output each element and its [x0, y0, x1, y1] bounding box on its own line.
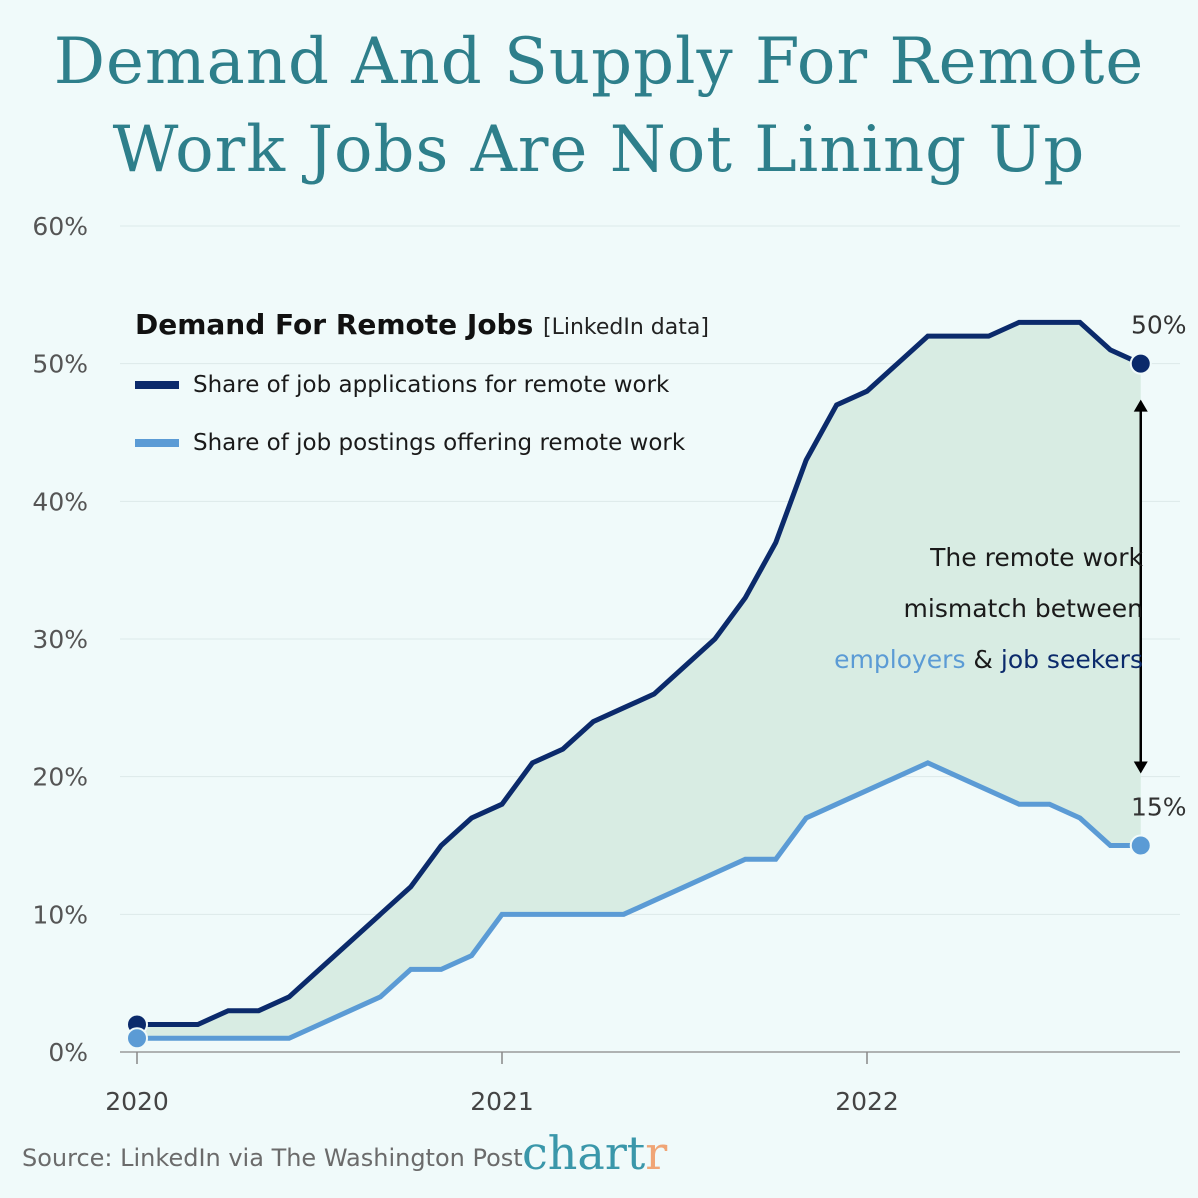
annotation-employers: employers	[834, 645, 966, 674]
series-line-postings	[137, 760, 1141, 1041]
y-tick-label: 50%	[32, 350, 88, 379]
legend-label: Share of job applications for remote wor…	[193, 372, 670, 398]
legend-title-text: Demand For Remote Jobs	[135, 308, 534, 341]
chartr-logo: chartr	[522, 1126, 668, 1180]
arrow-head-up	[1133, 399, 1148, 412]
y-tick-label: 0%	[48, 1038, 88, 1067]
annotation-line: The remote work	[930, 543, 1143, 572]
legend-swatch	[135, 439, 179, 447]
legend-item-applications: Share of job applications for remote wor…	[135, 372, 669, 398]
y-tick-label: 30%	[32, 625, 88, 654]
source-note: Source: LinkedIn via The Washington Post	[22, 1144, 523, 1172]
gap-area	[137, 322, 1141, 1039]
gap-annotation: The remote work mismatch between employe…	[834, 532, 1143, 685]
end-point	[1129, 352, 1152, 375]
annotation-line: mismatch between	[903, 594, 1143, 623]
legend-swatch	[135, 381, 179, 389]
end-value-label: 50%	[1131, 311, 1187, 340]
x-tick-label: 2022	[835, 1087, 899, 1116]
x-tick-label: 2021	[470, 1087, 534, 1116]
title-line-1: Demand And Supply For Remote	[53, 25, 1145, 99]
y-tick-label: 40%	[32, 487, 88, 516]
x-tick-label: 2020	[105, 1087, 169, 1116]
y-tick-label: 20%	[32, 763, 88, 792]
legend-label: Share of job postings offering remote wo…	[193, 430, 686, 456]
end-value-label: 15%	[1131, 793, 1187, 822]
series-line-applications	[137, 319, 1142, 1027]
arrow-head-down	[1133, 761, 1148, 774]
title-line-2: Work Jobs Are Not Lining Up	[112, 113, 1086, 187]
legend-subtitle: [LinkedIn data]	[543, 315, 709, 340]
legend-title: Demand For Remote Jobs [LinkedIn data]	[135, 308, 709, 341]
annotation-job-seekers: job seekers	[1000, 645, 1143, 674]
chart-title: Demand And Supply For Remote Work Jobs A…	[0, 18, 1198, 194]
y-tick-label: 10%	[32, 900, 88, 929]
start-point	[126, 1027, 148, 1050]
end-point	[1129, 834, 1152, 857]
y-tick-label: 60%	[32, 212, 88, 241]
annotation-amp: &	[973, 645, 993, 674]
legend-item-postings: Share of job postings offering remote wo…	[135, 430, 685, 456]
